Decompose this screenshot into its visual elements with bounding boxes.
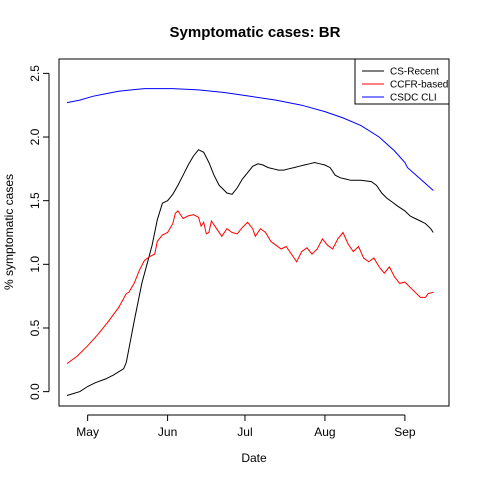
legend-label: CCFR-based [390, 80, 448, 91]
x-tick-label: Sep [394, 425, 416, 439]
y-tick-label: 2.0 [28, 128, 42, 145]
x-tick-label: Jun [158, 425, 177, 439]
legend: CS-Recent CCFR-based CSDC CLI [355, 59, 449, 104]
x-tick-label: May [76, 425, 99, 439]
y-tick-label: 1.5 [28, 192, 42, 209]
series-line-ccfr-based [67, 211, 433, 364]
chart-title: Symptomatic cases: BR [170, 24, 341, 41]
series-layer [67, 89, 433, 396]
y-tick-label: 0.5 [28, 319, 42, 336]
legend-label: CSDC CLI [390, 93, 437, 104]
x-axis-label: Date [241, 451, 267, 465]
legend-label: CS-Recent [390, 67, 439, 78]
y-tick-label: 0.0 [28, 383, 42, 400]
series-line-cs-recent [67, 150, 433, 396]
y-tick-label: 2.5 [28, 65, 42, 82]
y-tick-label: 1.0 [28, 256, 42, 273]
x-tick-label: Jul [237, 425, 252, 439]
y-axis: 0.0 0.5 1.0 1.5 2.0 2.5 [28, 65, 49, 400]
x-tick-label: Aug [314, 425, 335, 439]
x-axis: May Jun Jul Aug Sep [76, 415, 416, 439]
y-axis-label: % symptomatic cases [2, 174, 16, 290]
